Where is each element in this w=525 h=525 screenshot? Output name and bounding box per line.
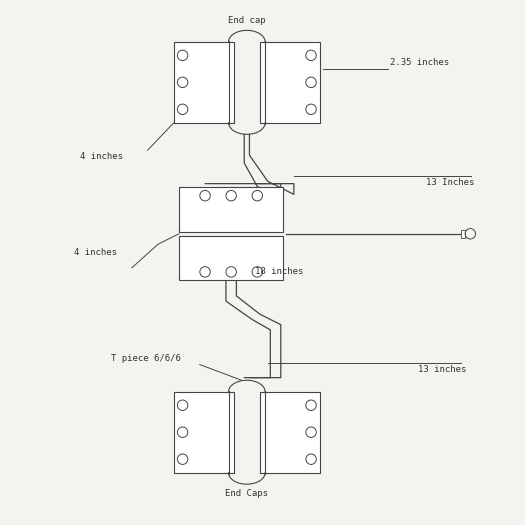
Text: 13 inches: 13 inches [418, 364, 466, 374]
Bar [174, 392, 234, 472]
Bar [260, 392, 320, 472]
Text: 13 Inches: 13 Inches [426, 178, 474, 187]
Text: End cap: End cap [228, 16, 266, 25]
Bar [179, 236, 284, 280]
Text: 4 inches: 4 inches [80, 152, 123, 161]
Bar [260, 42, 320, 123]
Bar [179, 187, 284, 232]
Text: End Caps: End Caps [225, 489, 268, 498]
Bar [174, 42, 234, 123]
Text: T piece 6/6/6: T piece 6/6/6 [111, 354, 181, 363]
Text: 18 inches: 18 inches [255, 267, 303, 276]
Bar [461, 229, 465, 238]
Text: 2.35 inches: 2.35 inches [391, 58, 449, 67]
Text: 4 inches: 4 inches [75, 248, 118, 257]
